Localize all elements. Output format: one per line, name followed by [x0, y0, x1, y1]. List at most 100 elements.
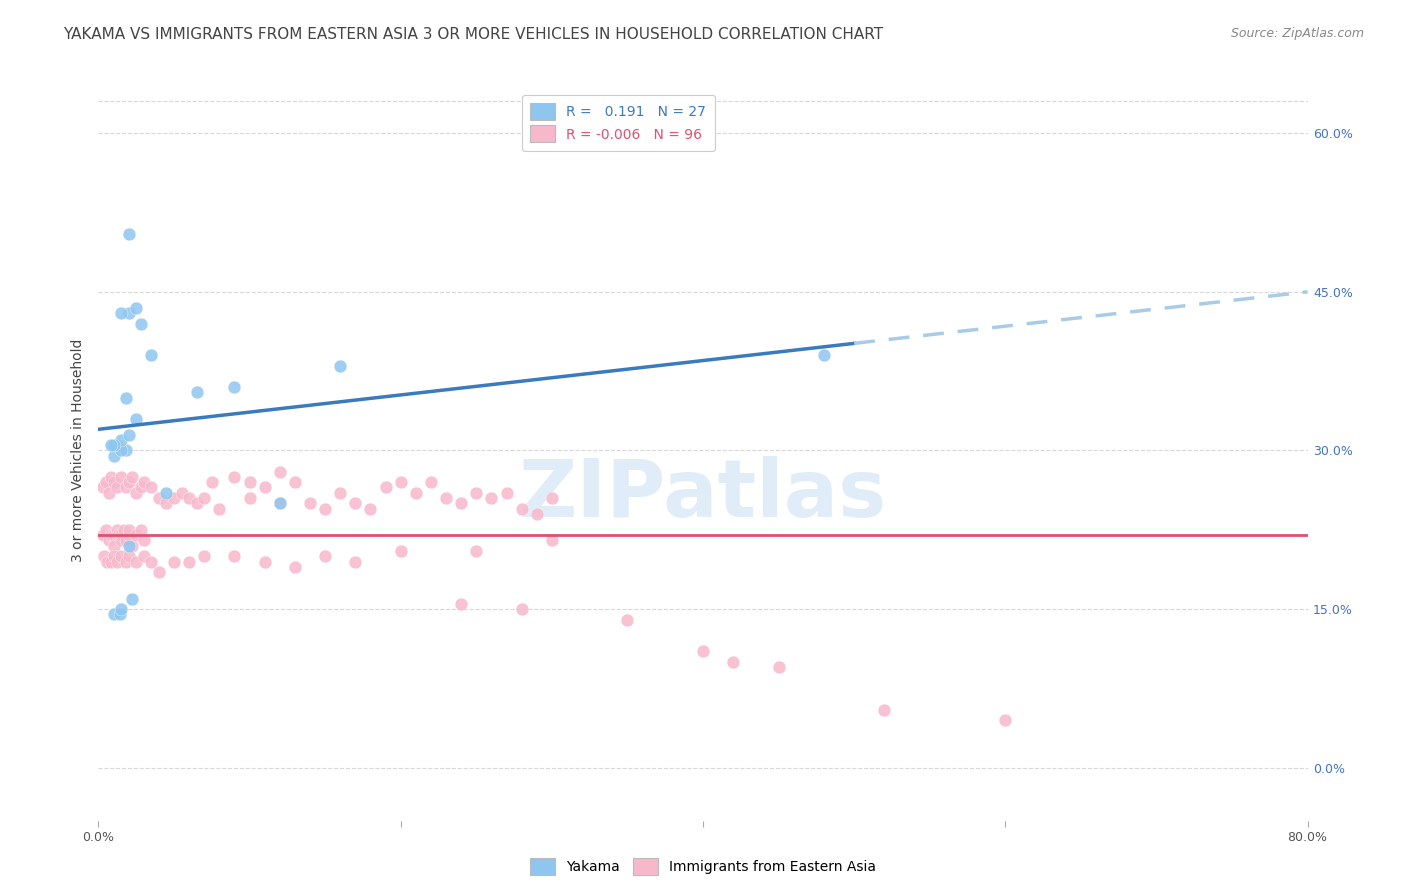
Point	[112, 523, 135, 537]
Point	[329, 485, 352, 500]
Point	[481, 491, 503, 505]
Point	[114, 554, 136, 569]
Point	[360, 501, 382, 516]
Point	[118, 523, 141, 537]
Point	[179, 554, 201, 569]
Point	[148, 565, 170, 579]
Point	[103, 607, 125, 622]
Point	[155, 496, 177, 510]
Point	[374, 481, 396, 495]
Point	[125, 554, 148, 569]
Point	[98, 485, 121, 500]
Point	[105, 438, 128, 452]
Point	[103, 438, 125, 452]
Point	[103, 449, 125, 463]
Point	[768, 660, 790, 674]
Point	[186, 385, 208, 400]
Point	[540, 533, 562, 548]
Point	[114, 391, 136, 405]
Point	[125, 411, 148, 425]
Point	[155, 485, 177, 500]
Point	[110, 443, 132, 458]
Point	[405, 485, 427, 500]
Point	[121, 470, 143, 484]
Point	[107, 528, 129, 542]
Point	[94, 523, 117, 537]
Point	[186, 496, 208, 510]
Point	[110, 533, 132, 548]
Point	[253, 481, 276, 495]
Point	[125, 485, 148, 500]
Point	[314, 501, 336, 516]
Point	[994, 713, 1017, 727]
Point	[110, 433, 132, 447]
Point	[132, 549, 155, 564]
Point	[284, 559, 307, 574]
Point	[344, 496, 367, 510]
Point	[110, 470, 132, 484]
Point	[125, 528, 148, 542]
Point	[98, 533, 121, 548]
Point	[110, 306, 132, 320]
Point	[118, 427, 141, 442]
Point	[179, 491, 201, 505]
Point	[253, 554, 276, 569]
Point	[239, 491, 262, 505]
Point	[239, 475, 262, 490]
Y-axis label: 3 or more Vehicles in Household: 3 or more Vehicles in Household	[72, 339, 86, 562]
Point	[118, 528, 141, 542]
Point	[170, 485, 193, 500]
Point	[105, 554, 128, 569]
Point	[434, 491, 457, 505]
Point	[224, 470, 246, 484]
Point	[224, 380, 246, 394]
Text: YAKAMA VS IMMIGRANTS FROM EASTERN ASIA 3 OR MORE VEHICLES IN HOUSEHOLD CORRELATI: YAKAMA VS IMMIGRANTS FROM EASTERN ASIA 3…	[63, 27, 883, 42]
Point	[510, 501, 533, 516]
Point	[163, 491, 186, 505]
Point	[465, 485, 488, 500]
Point	[540, 491, 562, 505]
Point	[103, 528, 125, 542]
Point	[465, 544, 488, 558]
Point	[148, 491, 170, 505]
Point	[108, 607, 131, 622]
Point	[110, 528, 132, 542]
Point	[193, 491, 215, 505]
Point	[114, 443, 136, 458]
Point	[450, 496, 472, 510]
Point	[141, 554, 163, 569]
Point	[132, 475, 155, 490]
Point	[208, 501, 231, 516]
Point	[299, 496, 322, 510]
Point	[269, 496, 291, 510]
Point	[118, 475, 141, 490]
Point	[118, 306, 141, 320]
Point	[201, 475, 224, 490]
Point	[314, 549, 336, 564]
Point	[129, 523, 152, 537]
Point	[125, 301, 148, 315]
Point	[93, 549, 115, 564]
Point	[692, 644, 714, 658]
Point	[121, 539, 143, 553]
Point	[91, 481, 114, 495]
Point	[121, 591, 143, 606]
Point	[420, 475, 443, 490]
Point	[114, 533, 136, 548]
Point	[269, 496, 291, 510]
Point	[224, 549, 246, 564]
Point	[495, 485, 517, 500]
Point	[269, 465, 291, 479]
Point	[813, 348, 835, 362]
Point	[526, 507, 548, 521]
Point	[163, 554, 186, 569]
Point	[105, 523, 128, 537]
Point	[118, 227, 141, 241]
Point	[329, 359, 352, 373]
Point	[616, 613, 638, 627]
Point	[118, 549, 141, 564]
Point	[91, 528, 114, 542]
Point	[284, 475, 307, 490]
Point	[141, 481, 163, 495]
Point	[103, 539, 125, 553]
